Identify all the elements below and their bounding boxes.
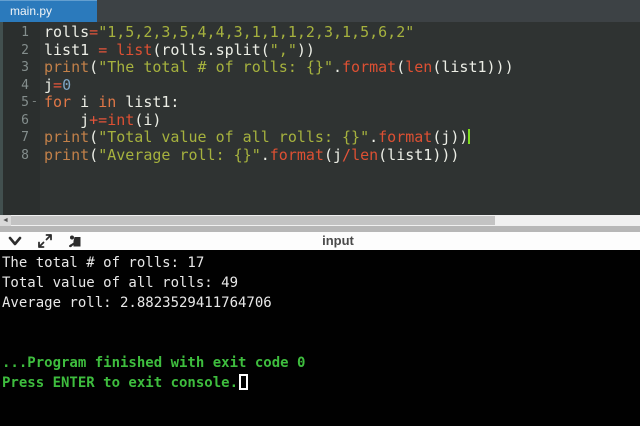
gutter-line-number[interactable]: 3 [21, 60, 29, 75]
console-line: Total value of all rolls: 49 [2, 275, 239, 291]
tab-main-py[interactable]: main.py [0, 0, 97, 22]
console-header: input [0, 232, 640, 250]
gutter-line-number[interactable]: 7 [21, 130, 29, 145]
console-line: Average roll: 2.8823529411764706 [2, 295, 272, 311]
fold-marker-icon[interactable]: - [30, 94, 38, 108]
gutter-line-number[interactable]: 5- [21, 94, 38, 110]
code-line[interactable]: print("Total value of all rolls: {}".for… [44, 128, 471, 146]
code-line[interactable]: print("The total # of rolls: {}".format(… [44, 58, 514, 76]
code-line[interactable]: for i in list1: [44, 93, 180, 111]
scrollbar-left-arrow-icon[interactable]: ◄ [0, 215, 11, 226]
console-line: The total # of rolls: 17 [2, 255, 205, 271]
gutter-line-number[interactable]: 6 [21, 112, 29, 128]
editor-text-cursor [468, 129, 471, 144]
console-line: ...Program finished with exit code 0 [2, 355, 306, 371]
code-line[interactable]: list1 = list(rolls.split(",")) [44, 40, 315, 59]
console-line [2, 333, 640, 353]
scrollbar-thumb[interactable] [11, 216, 495, 225]
console-line: Press ENTER to exit console. [2, 373, 640, 393]
console-line [2, 313, 640, 333]
code-line[interactable]: print("Average roll: {}".format(j/len(li… [44, 145, 460, 164]
detach-console-icon[interactable] [66, 233, 83, 249]
console-output[interactable]: The total # of rolls: 17 Total value of a… [0, 250, 640, 426]
panel-resize-divider[interactable] [0, 226, 640, 232]
horizontal-scrollbar[interactable]: ◄ [0, 215, 640, 226]
expand-console-icon[interactable] [36, 233, 53, 249]
tab-label: main.py [10, 4, 53, 18]
console-header-title: input [322, 233, 354, 248]
code-line[interactable]: rolls="1,5,2,3,5,4,4,3,1,1,1,2,3,1,5,6,2… [44, 23, 415, 41]
editor-tab-bar: main.py [0, 0, 640, 22]
gutter-line-number[interactable]: 2 [21, 42, 29, 58]
collapse-console-icon[interactable] [6, 233, 23, 249]
code-line[interactable]: j=0 [44, 75, 72, 94]
terminal-cursor [239, 374, 249, 390]
code-area[interactable]: rolls="1,5,2,3,5,4,4,3,1,1,1,2,3,1,5,6,2… [40, 22, 640, 215]
gutter-line-number[interactable]: 4 [21, 77, 29, 93]
console-header-icons [6, 233, 83, 249]
gutter-line-number[interactable]: 8 [21, 147, 29, 163]
code-line[interactable]: j+=int(i) [44, 110, 162, 129]
gutter-line-number[interactable]: 1 [21, 25, 29, 40]
editor-left-edge [0, 22, 3, 215]
